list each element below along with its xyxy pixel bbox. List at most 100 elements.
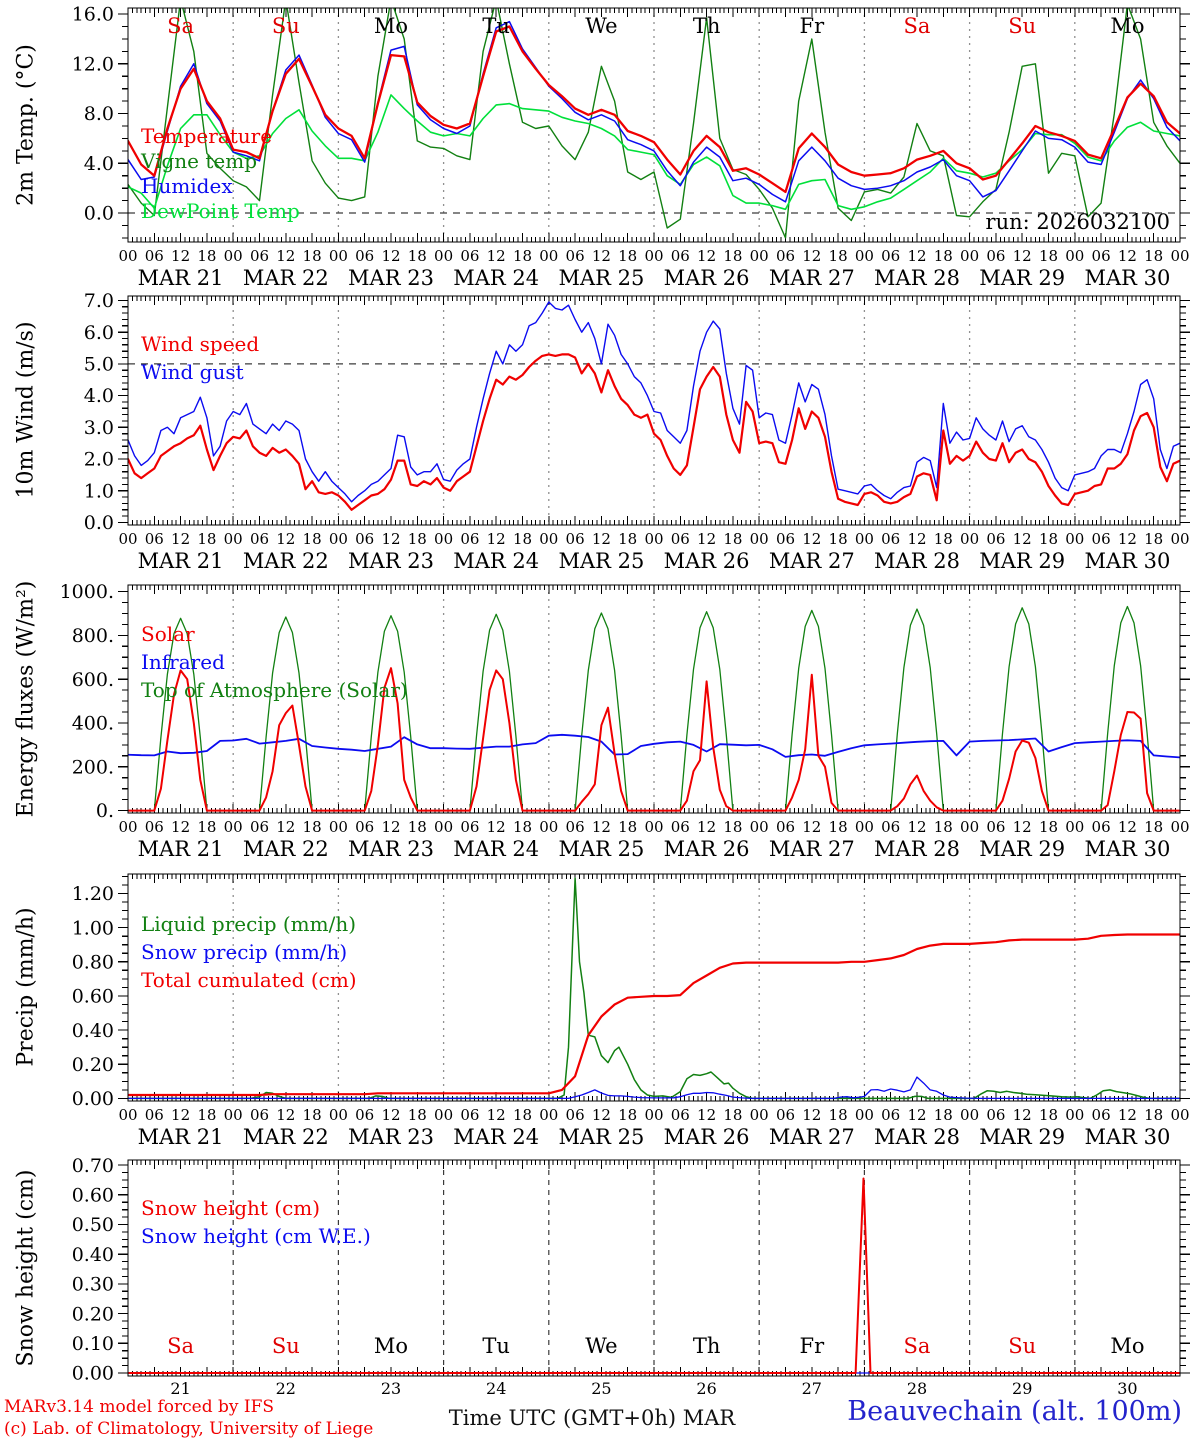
x-hour-label: 06 bbox=[1092, 530, 1111, 548]
x-date-label: MAR 28 bbox=[874, 837, 960, 861]
x-hour-label: 06 bbox=[671, 530, 690, 548]
x-hour-label: 06 bbox=[776, 247, 795, 265]
x-day-number-label: 29 bbox=[1012, 1379, 1032, 1398]
x-hour-label: 06 bbox=[250, 530, 269, 548]
x-hour-label: 18 bbox=[829, 1106, 848, 1124]
x-hour-label: 18 bbox=[513, 530, 532, 548]
legend-snow-panel: Snow height (cm) Snow height (cm W.E.) bbox=[141, 1194, 371, 1250]
x-hour-label: 12 bbox=[276, 247, 295, 265]
day-name-label: Su bbox=[1008, 14, 1037, 38]
y-axis-title-energy: Energy fluxes (W/m²) bbox=[13, 580, 39, 818]
x-hour-label: 06 bbox=[776, 1106, 795, 1124]
legend-energy-panel: Solar Infrared Top of Atmosphere (Solar) bbox=[141, 620, 408, 704]
x-date-label: MAR 22 bbox=[243, 837, 329, 861]
day-name-label: We bbox=[585, 14, 618, 38]
y-tick-label: 0.70 bbox=[72, 1155, 114, 1177]
series-liquid-precip-mm-h- bbox=[128, 877, 1180, 1100]
y-axis-title-snow: Snow height (cm) bbox=[13, 1169, 39, 1367]
x-hour-label: 18 bbox=[513, 247, 532, 265]
y-tick-label: 1.00 bbox=[72, 917, 114, 939]
y-tick-label: 4.0 bbox=[84, 153, 114, 175]
x-hour-label: 18 bbox=[197, 1106, 216, 1124]
y-axis-title-precip: Precip (mm/h) bbox=[13, 907, 39, 1067]
x-day-number-label: 24 bbox=[486, 1379, 506, 1398]
y-tick-label: 3.0 bbox=[84, 417, 114, 439]
x-hour-label: 00 bbox=[1170, 818, 1189, 836]
x-hour-label: 00 bbox=[644, 247, 663, 265]
day-name-label: Tu bbox=[482, 14, 510, 38]
x-hour-label: 18 bbox=[723, 818, 742, 836]
x-date-label: MAR 25 bbox=[558, 837, 644, 861]
x-hour-label: 00 bbox=[539, 1106, 558, 1124]
x-hour-label: 06 bbox=[250, 818, 269, 836]
x-hour-label: 18 bbox=[934, 247, 953, 265]
x-hour-label: 00 bbox=[960, 247, 979, 265]
x-date-label: MAR 28 bbox=[874, 266, 960, 290]
x-hour-label: 18 bbox=[1039, 818, 1058, 836]
y-tick-label: 1.0 bbox=[84, 480, 114, 502]
x-hour-label: 12 bbox=[1118, 1106, 1137, 1124]
x-hour-label: 12 bbox=[171, 818, 190, 836]
x-hour-label: 12 bbox=[171, 247, 190, 265]
x-day-number-label: 22 bbox=[276, 1379, 296, 1398]
x-date-label: MAR 30 bbox=[1084, 266, 1170, 290]
y-tick-label: 0.0 bbox=[84, 203, 114, 225]
panel-temperature: 0.0 4.0 8.0 12.0 16.0 00 06 12 18 00 06 12 18 00 06 12 1… bbox=[72, 4, 1190, 290]
x-date-label: MAR 22 bbox=[243, 549, 329, 573]
x-hour-label: 18 bbox=[408, 530, 427, 548]
y-tick-label: 0.10 bbox=[72, 1333, 114, 1355]
x-date-label: MAR 29 bbox=[979, 837, 1065, 861]
x-date-label: MAR 28 bbox=[874, 1125, 960, 1149]
day-name-label: Th bbox=[692, 14, 721, 38]
x-hour-label: 06 bbox=[145, 1106, 164, 1124]
x-hour-label: 06 bbox=[881, 247, 900, 265]
day-name-label: Mo bbox=[1110, 1334, 1145, 1358]
x-hour-label: 12 bbox=[802, 818, 821, 836]
x-hour-label: 00 bbox=[855, 530, 874, 548]
x-date-label: MAR 23 bbox=[348, 549, 434, 573]
x-hour-label: 12 bbox=[592, 818, 611, 836]
y-tick-label: 0. bbox=[96, 800, 114, 822]
x-hour-label: 06 bbox=[355, 1106, 374, 1124]
x-hour-label: 12 bbox=[592, 247, 611, 265]
x-hour-label: 12 bbox=[592, 530, 611, 548]
x-hour-label: 18 bbox=[934, 818, 953, 836]
x-hour-label: 18 bbox=[197, 818, 216, 836]
y-tick-label: 0.40 bbox=[72, 1244, 114, 1266]
x-hour-label: 12 bbox=[171, 530, 190, 548]
x-hour-label: 00 bbox=[855, 247, 874, 265]
x-hour-label: 00 bbox=[1065, 818, 1084, 836]
x-hour-label: 18 bbox=[1039, 247, 1058, 265]
x-hour-label: 00 bbox=[434, 247, 453, 265]
x-hour-label: 18 bbox=[723, 1106, 742, 1124]
x-hour-label: 12 bbox=[487, 247, 506, 265]
x-hour-label: 00 bbox=[1170, 247, 1189, 265]
footer-credit-line2: (c) Lab. of Climatology, University of L… bbox=[4, 1419, 374, 1439]
y-tick-label: 0.00 bbox=[72, 1363, 114, 1385]
x-hour-label: 18 bbox=[1144, 530, 1163, 548]
x-hour-label: 00 bbox=[1170, 530, 1189, 548]
legend-snow-precip: Snow precip (mm/h) bbox=[141, 940, 348, 964]
x-hour-label: 00 bbox=[750, 247, 769, 265]
x-date-label: MAR 29 bbox=[979, 1125, 1065, 1149]
x-hour-label: 06 bbox=[145, 530, 164, 548]
x-hour-label: 12 bbox=[697, 818, 716, 836]
x-hour-label: 12 bbox=[1118, 530, 1137, 548]
x-hour-label: 00 bbox=[118, 247, 137, 265]
x-hour-label: 18 bbox=[723, 530, 742, 548]
x-hour-label: 12 bbox=[487, 818, 506, 836]
day-name-label: Sa bbox=[903, 14, 931, 38]
x-hour-label: 06 bbox=[881, 818, 900, 836]
x-hour-label: 18 bbox=[1039, 1106, 1058, 1124]
footer-credit-line1: MARv3.14 model forced by IFS bbox=[4, 1397, 275, 1417]
y-tick-label: 600. bbox=[72, 669, 114, 691]
x-date-label: MAR 23 bbox=[348, 1125, 434, 1149]
x-hour-label: 00 bbox=[118, 530, 137, 548]
x-hour-label: 00 bbox=[434, 1106, 453, 1124]
panel-snow_height: 0.00 0.10 0.20 0.30 0.40 0.50 0.60 0.70 21 22 23 24… bbox=[72, 1155, 1190, 1398]
x-hour-label: 00 bbox=[118, 818, 137, 836]
series-humidex bbox=[128, 20, 1180, 203]
y-tick-label: 8.0 bbox=[84, 103, 114, 125]
legend-temperature-panel: Temperature Vigne temp Humidex DewPoint … bbox=[141, 124, 300, 224]
